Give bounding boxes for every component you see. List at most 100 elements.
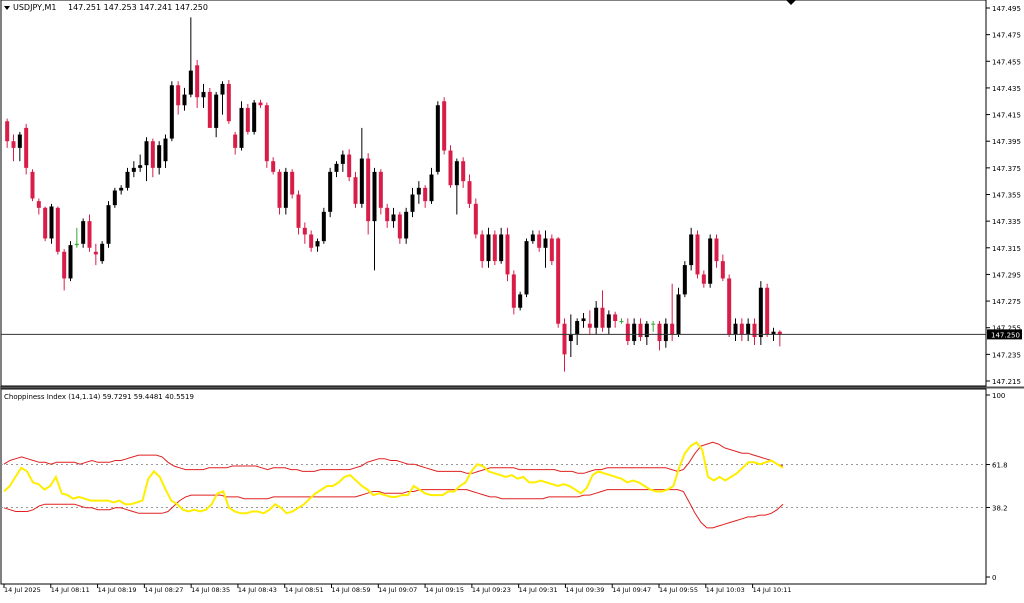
candle-body [100, 243, 105, 262]
chart-shift-marker-icon[interactable] [786, 0, 796, 5]
candle-body [480, 234, 485, 262]
candle [283, 167, 288, 215]
candle-body [49, 206, 54, 239]
time-tick-label: 14 Jul 08:27 [144, 586, 183, 594]
candle-body [112, 190, 117, 206]
price-tick-label: 147.295 [992, 271, 1021, 279]
candle-body [619, 321, 624, 323]
candle-body [568, 334, 573, 342]
candle-body [594, 307, 599, 328]
candle-body [708, 238, 713, 284]
candle [30, 169, 35, 202]
candle [638, 318, 643, 342]
candle [5, 118, 10, 148]
candle-body [746, 323, 751, 335]
candle-body [36, 201, 41, 208]
candle [429, 167, 434, 204]
candle-body [524, 241, 529, 295]
candle [435, 101, 440, 175]
candle-body [404, 211, 409, 239]
candle [423, 185, 428, 208]
symbol-menu-icon[interactable] [4, 6, 10, 10]
candle-body [549, 238, 554, 262]
candle [182, 87, 187, 111]
candle [315, 238, 320, 252]
candle [93, 243, 98, 266]
candle [651, 321, 656, 332]
candle [378, 169, 383, 215]
candle-body [207, 91, 212, 128]
candle-body [511, 274, 516, 308]
candle [777, 330, 782, 347]
candle [708, 234, 713, 288]
candle [758, 281, 763, 346]
candle [245, 103, 250, 135]
chop-line [3, 440, 784, 515]
candle-body [315, 241, 320, 247]
candle-body [220, 83, 225, 95]
candle [195, 59, 200, 108]
candle-body [169, 85, 174, 139]
candle [397, 211, 402, 244]
candle-body [239, 107, 244, 148]
candle-body [302, 227, 307, 235]
candle [150, 138, 155, 178]
candle-body [385, 207, 390, 222]
time-tick-label: 14 Jul 08:35 [191, 586, 230, 594]
candle [81, 218, 86, 248]
candle-body [714, 238, 719, 262]
candle [404, 207, 409, 244]
price-tick-label: 147.395 [992, 138, 1021, 146]
candle [461, 157, 466, 188]
time-tick-label: 14 Jul 2025 [4, 586, 41, 594]
candle [600, 290, 605, 332]
candle-body [397, 214, 402, 239]
candle [505, 227, 510, 282]
time-tick-label: 14 Jul 08:11 [51, 586, 90, 594]
indicator-axis: 100 61.8 38.2 0 [986, 392, 1008, 582]
candle-body [81, 221, 86, 244]
candle [575, 318, 580, 346]
candle [353, 171, 358, 208]
price-tick-label: 147.435 [992, 85, 1021, 93]
candle-body [606, 314, 611, 328]
candle [511, 270, 516, 315]
candle-body [651, 323, 656, 325]
indicator-tick-label: 100 [992, 392, 1005, 400]
candle [340, 150, 345, 172]
time-tick-label: 14 Jul 09:31 [519, 586, 558, 594]
candle-body [435, 105, 440, 172]
price-tick-label: 147.355 [992, 192, 1021, 200]
candle [125, 167, 130, 191]
price-tick-label: 147.415 [992, 112, 1021, 120]
candle [689, 227, 694, 271]
indicator-tick-label: 0 [992, 574, 996, 582]
candle [619, 318, 624, 324]
candle [543, 230, 548, 268]
candle-body [765, 287, 770, 335]
candle-body [43, 207, 48, 239]
candle [220, 81, 225, 115]
candle [733, 318, 738, 342]
time-tick-label: 14 Jul 10:11 [753, 586, 792, 594]
candle-body [283, 171, 288, 208]
indicator-label: Choppiness Index (14,1.14) 59.7291 59.44… [4, 393, 194, 401]
candle-body [93, 251, 98, 255]
candle-body [423, 187, 428, 202]
time-tick-label: 14 Jul 10:03 [706, 586, 745, 594]
time-tick-label: 14 Jul 08:51 [285, 586, 324, 594]
candle [720, 254, 725, 282]
candle [606, 310, 611, 335]
candle [112, 187, 117, 208]
candle [309, 230, 314, 252]
candle-body [492, 234, 497, 262]
candle [727, 274, 732, 338]
time-tick-label: 14 Jul 08:59 [332, 586, 371, 594]
indicator-tick-label: 61.8 [992, 462, 1008, 470]
candle [391, 207, 396, 228]
candle [226, 79, 231, 124]
candle [568, 314, 573, 358]
candle [714, 234, 719, 268]
candle [562, 318, 567, 372]
candle [239, 101, 244, 151]
